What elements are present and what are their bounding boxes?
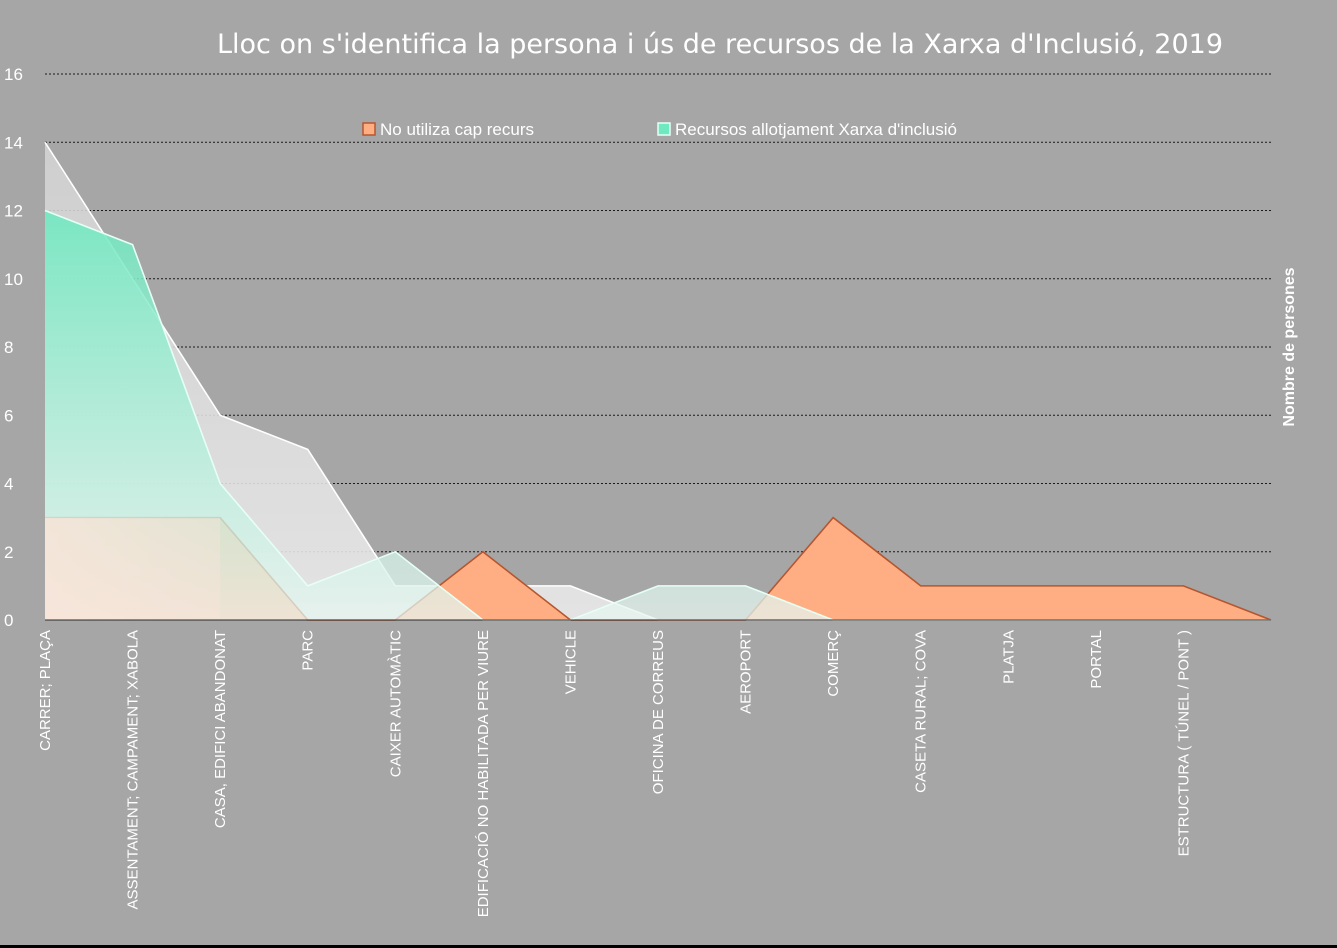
y-tick-label: 16	[4, 65, 23, 84]
series-areas	[44, 141, 1272, 621]
y-axis-ticks: 0 2 4 6 8 10 12 14 16	[4, 65, 23, 630]
series-area-no-utiliza	[45, 517, 1271, 620]
x-category-label: VEHICLE	[562, 630, 579, 694]
y-tick-label: 2	[4, 543, 13, 562]
y-tick-label: 8	[4, 338, 13, 357]
x-category-label: ESTRUCTURA ( TÚNEL / PONT )	[1175, 630, 1192, 856]
x-category-label: CAIXER AUTOMÀTIC	[387, 630, 404, 777]
x-axis-categories: CARRER; PLAÇA ASSENTAMENT; CAMPAMENT; XAB…	[37, 630, 1192, 917]
x-category-label: CASA, EDIFICI ABANDONAT	[212, 630, 229, 828]
legend-swatch	[657, 122, 671, 136]
x-category-label: PORTAL	[1088, 630, 1105, 689]
legend-label: Recursos allotjament Xarxa d'inclusió	[675, 120, 957, 139]
legend: No utiliza cap recurs Recursos allotjamen…	[362, 120, 957, 139]
x-category-label: PARC	[300, 630, 317, 671]
y-tick-label: 0	[4, 611, 13, 630]
y-tick-label: 4	[4, 475, 13, 494]
y-tick-label: 10	[4, 270, 23, 289]
chart-title: Lloc on s'identifica la persona i ús de …	[217, 29, 1223, 60]
legend-label: No utiliza cap recurs	[380, 120, 534, 139]
x-category-label: CASETA RURAL; COVA	[913, 630, 930, 793]
x-category-label: CARRER; PLAÇA	[37, 630, 54, 751]
x-category-label: OFICINA DE CORREUS	[650, 630, 667, 794]
x-category-label: PLATJA	[1000, 630, 1017, 684]
y-tick-label: 14	[4, 133, 23, 152]
y-tick-label: 6	[4, 406, 13, 425]
x-category-label: COMERÇ	[825, 630, 842, 697]
x-category-label: EDIFICACIÓ NO HABILITADA PER VIURE	[475, 630, 492, 917]
legend-swatch	[362, 122, 376, 136]
x-category-label: AEROPORT	[738, 630, 755, 714]
y-axis-label: Nombre de persones	[1281, 267, 1298, 426]
y-tick-label: 12	[4, 202, 23, 221]
x-category-label: ASSENTAMENT; CAMPAMENT; XABOLA	[125, 630, 142, 910]
blend-overlay	[45, 517, 221, 620]
